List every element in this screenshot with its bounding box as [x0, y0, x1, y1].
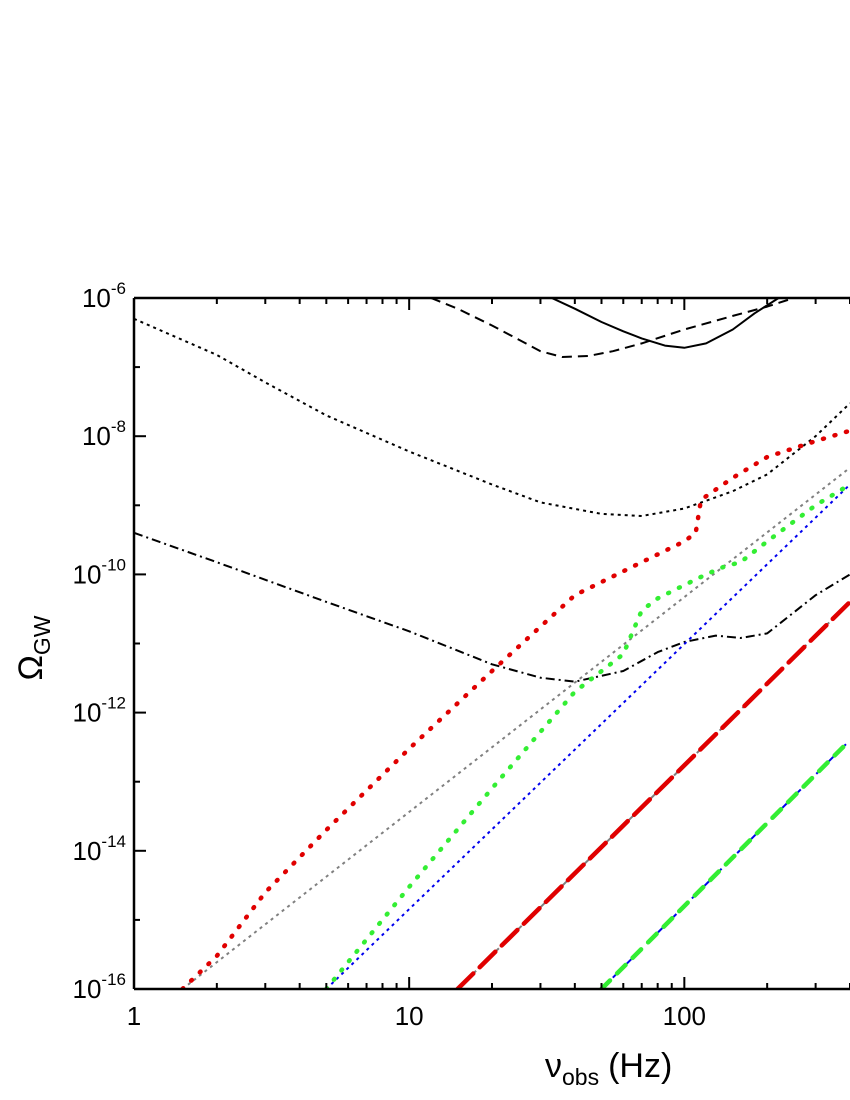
series-line-model-a-grey: [181, 466, 850, 989]
y-tick-label: 10-6: [82, 279, 126, 313]
series-layer: [134, 298, 850, 989]
x-axis-unit: (Hz): [608, 1047, 672, 1085]
y-axis-symbol: Ω: [12, 655, 50, 680]
series-line-sensitivity-dashdot: [134, 531, 850, 683]
series-line-model-c-red: [455, 599, 850, 989]
series-line-sensitivity-dotted: [134, 317, 850, 517]
y-tick-label: 10-14: [73, 832, 127, 866]
y-tick-label: 10-12: [73, 694, 127, 728]
series-line-model-b-blue: [325, 483, 850, 989]
x-tick-label: 1: [127, 1001, 141, 1031]
y-tick-label: 10-16: [73, 970, 127, 1004]
x-tick-label: 100: [663, 1001, 706, 1031]
axes-layer: [132, 296, 850, 991]
series-line-sensitivity-solid: [551, 298, 780, 349]
series-line-model-c-grey: [456, 601, 850, 989]
y-tick-label: 10-10: [73, 555, 127, 589]
x-axis-symbol: ν: [545, 1047, 562, 1085]
x-axis-title: νobs (Hz): [545, 1047, 672, 1090]
svg-text:νobs(Hz): νobs (Hz): [545, 1047, 672, 1090]
x-tick-label: 10: [395, 1001, 424, 1031]
series-line-sensitivity-dashed: [430, 298, 795, 358]
series-line-model-d-green: [599, 737, 850, 989]
series-line-model-b-green: [324, 482, 850, 989]
svg-text:ΩGW: ΩGW: [12, 615, 55, 680]
labels-layer: 1 10 100 10-6 10-8 10-10 10-12 10-14 10-16: [73, 279, 707, 1031]
y-axis-subscript: GW: [29, 615, 55, 655]
y-tick-label: 10-8: [82, 417, 126, 451]
series-line-model-a-red: [180, 428, 850, 989]
x-axis-subscript: obs: [562, 1064, 599, 1090]
y-axis-title: ΩGW: [12, 615, 55, 680]
